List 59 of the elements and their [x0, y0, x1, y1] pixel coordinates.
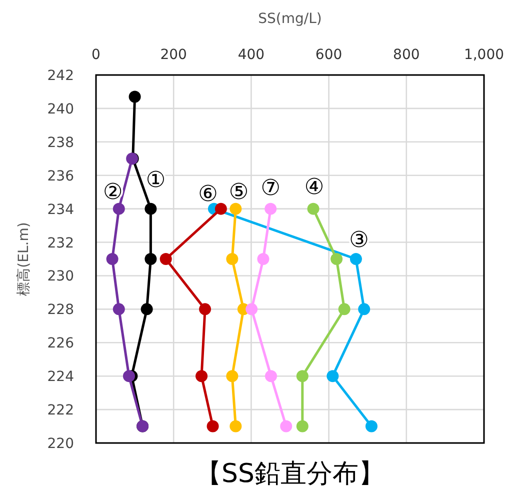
point [144, 202, 157, 215]
point [140, 303, 153, 316]
y-tick-label: 234 [47, 202, 74, 218]
point [112, 303, 125, 316]
y-tick-label: 224 [47, 369, 74, 386]
x-axis-title: SS(mg/L) [258, 11, 322, 27]
y-tick-label: 226 [47, 336, 74, 352]
point [230, 202, 242, 215]
annotation: ⑥ [198, 182, 218, 207]
point [112, 202, 125, 215]
y-axis-title: 標高(EL.m) [16, 222, 32, 296]
point [106, 253, 118, 265]
point [296, 420, 308, 432]
point [144, 253, 157, 265]
annotation: ④ [304, 174, 324, 200]
annotation: ⑤ [228, 180, 249, 205]
y-tick-label: 230 [47, 268, 74, 285]
point [226, 370, 238, 382]
point [226, 253, 238, 265]
point [365, 420, 378, 432]
x-tick-label: 400 [238, 47, 265, 63]
text: 【SS鉛直分布】 [195, 459, 385, 489]
y-tick-label: 236 [47, 168, 74, 184]
point [257, 253, 270, 265]
point [206, 420, 219, 432]
point [264, 202, 277, 215]
y-tick-label: 240 [47, 101, 74, 118]
point [358, 303, 370, 316]
annotation: ③ [349, 228, 369, 253]
point [350, 253, 362, 265]
y-tick-label: 220 [47, 436, 74, 452]
x-tick-label: 200 [160, 47, 187, 63]
point [307, 202, 320, 215]
point [160, 253, 172, 265]
y-tick-label: 242 [47, 68, 74, 84]
x-tick-label: 800 [393, 47, 420, 63]
point [199, 303, 212, 316]
annotation: ② [103, 180, 123, 205]
point [326, 370, 339, 382]
x-tick-label: 600 [315, 47, 342, 63]
y-tick-label: 222 [47, 402, 74, 419]
y-tick-label: 228 [47, 302, 74, 318]
point [338, 303, 350, 316]
point [246, 303, 258, 316]
point [330, 253, 343, 265]
annotation: ① [146, 168, 166, 193]
point [214, 202, 227, 215]
x-tick-label: 0 [92, 47, 100, 63]
point [122, 370, 135, 382]
point [296, 370, 308, 382]
y-tick-label: 232 [47, 235, 74, 252]
point [230, 420, 242, 432]
x-tick-label: 1,000 [464, 47, 504, 63]
point [264, 370, 277, 382]
y-tick-label: 238 [47, 134, 74, 151]
point [196, 370, 208, 382]
point [128, 90, 141, 103]
annotation: ⑦ [260, 176, 280, 201]
point [280, 420, 292, 432]
